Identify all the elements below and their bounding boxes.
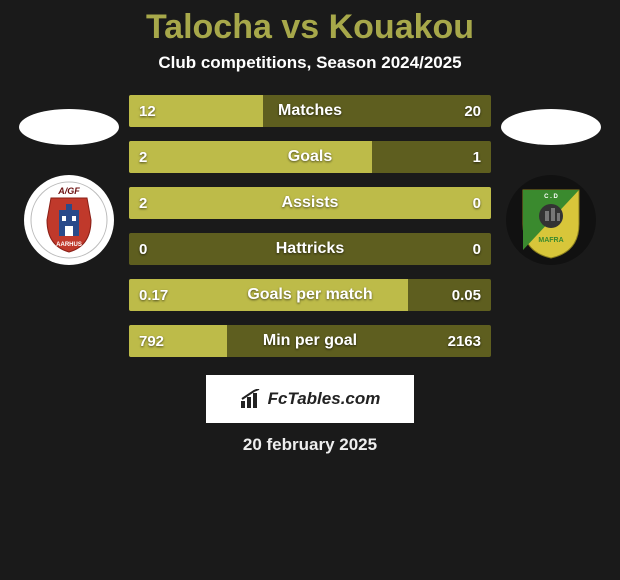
chart-icon xyxy=(240,389,262,409)
stat-label: Goals xyxy=(129,148,491,166)
stat-row: 2Goals1 xyxy=(129,141,491,173)
stats-list: 12Matches202Goals12Assists00Hattricks00.… xyxy=(129,95,491,357)
page-subtitle: Club competitions, Season 2024/2025 xyxy=(158,53,461,73)
left-ellipse xyxy=(19,109,119,145)
svg-text:AARHUS: AARHUS xyxy=(56,242,82,248)
date-text: 20 february 2025 xyxy=(243,435,377,455)
left-team-badge: A/GF AARHUS xyxy=(24,175,114,265)
page-title: Talocha vs Kouakou xyxy=(146,8,474,47)
stat-row: 792Min per goal2163 xyxy=(129,325,491,357)
stat-row: 2Assists0 xyxy=(129,187,491,219)
svg-text:MAFRA: MAFRA xyxy=(538,237,563,244)
stat-label: Assists xyxy=(129,194,491,212)
svg-text:C . D: C . D xyxy=(544,194,558,200)
stat-right-value: 1 xyxy=(473,149,481,166)
right-side: C . D MAFRA xyxy=(501,95,601,265)
svg-text:A/GF: A/GF xyxy=(57,186,80,196)
brand-badge[interactable]: FcTables.com xyxy=(206,375,414,423)
right-team-badge: C . D MAFRA xyxy=(506,175,596,265)
stat-label: Matches xyxy=(129,102,491,120)
stat-right-value: 0.05 xyxy=(452,287,481,304)
stat-row: 0Hattricks0 xyxy=(129,233,491,265)
comparison-card: Talocha vs Kouakou Club competitions, Se… xyxy=(0,0,620,580)
stat-right-value: 2163 xyxy=(448,333,481,350)
stat-right-value: 20 xyxy=(464,103,481,120)
left-side: A/GF AARHUS xyxy=(19,95,119,265)
stat-row: 0.17Goals per match0.05 xyxy=(129,279,491,311)
stat-right-value: 0 xyxy=(473,241,481,258)
stat-label: Goals per match xyxy=(129,286,491,304)
right-ellipse xyxy=(501,109,601,145)
brand-text: FcTables.com xyxy=(268,389,381,409)
stat-label: Hattricks xyxy=(129,240,491,258)
stat-right-value: 0 xyxy=(473,195,481,212)
main-row: A/GF AARHUS 12Matches202Goals12Assists00… xyxy=(0,95,620,357)
stat-row: 12Matches20 xyxy=(129,95,491,127)
stat-label: Min per goal xyxy=(129,332,491,350)
